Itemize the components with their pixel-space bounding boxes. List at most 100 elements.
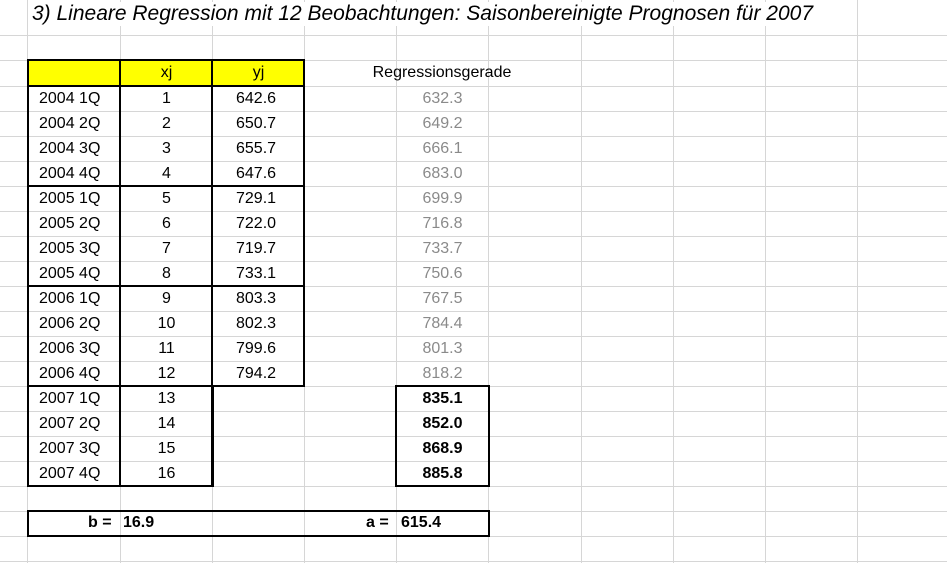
period-cell[interactable]: 2006 2Q	[39, 315, 101, 332]
forecast-value-cell[interactable]: 852.0	[422, 415, 463, 432]
gridline	[0, 336, 947, 337]
gridline	[0, 561, 947, 562]
gridline	[0, 161, 947, 162]
yj-cell[interactable]: 647.6	[236, 165, 277, 182]
period-cell[interactable]: 2004 4Q	[39, 165, 101, 182]
forecast-period-cell[interactable]: 2007 4Q	[39, 465, 101, 482]
gridline	[0, 261, 947, 262]
yj-cell[interactable]: 650.7	[236, 115, 277, 132]
xj-cell[interactable]: 8	[162, 265, 171, 282]
yj-cell[interactable]: 802.3	[236, 315, 277, 332]
gridline	[396, 0, 397, 563]
year-border	[27, 285, 305, 287]
regression-cell[interactable]: 683.0	[422, 165, 463, 182]
yj-cell[interactable]: 655.7	[236, 140, 277, 157]
period-cell[interactable]: 2005 2Q	[39, 215, 101, 232]
header-cell-period[interactable]	[28, 61, 120, 86]
forecast-xj-cell[interactable]: 16	[157, 465, 176, 482]
year-border	[27, 185, 305, 187]
regression-cell[interactable]: 750.6	[422, 265, 463, 282]
forecast-value-cell[interactable]: 868.9	[422, 440, 463, 457]
period-cell[interactable]: 2004 1Q	[39, 90, 101, 107]
sheet-title: 3) Lineare Regression mit 12 Beobachtung…	[32, 2, 818, 26]
xj-cell[interactable]: 9	[162, 290, 171, 307]
gridline	[0, 60, 947, 61]
gridline	[0, 35, 947, 36]
gridline	[673, 0, 674, 563]
gridline	[0, 411, 947, 412]
gridline	[857, 0, 858, 563]
gridline	[0, 211, 947, 212]
gridline	[0, 486, 947, 487]
period-cell[interactable]: 2005 4Q	[39, 265, 101, 282]
xj-cell[interactable]: 5	[162, 190, 171, 207]
period-cell[interactable]: 2004 3Q	[39, 140, 101, 157]
gridline	[0, 536, 947, 537]
b-value[interactable]: 16.9	[123, 514, 155, 531]
forecast-xj-cell[interactable]: 13	[157, 390, 176, 407]
forecast-value-cell[interactable]: 885.8	[422, 465, 463, 482]
xj-cell[interactable]: 7	[162, 240, 171, 257]
xj-cell[interactable]: 3	[162, 140, 171, 157]
xj-cell[interactable]: 12	[157, 365, 176, 382]
gridline	[0, 286, 947, 287]
period-cell[interactable]: 2006 1Q	[39, 290, 101, 307]
xj-cell[interactable]: 1	[162, 90, 171, 107]
yj-cell[interactable]: 733.1	[236, 265, 277, 282]
gridline	[0, 236, 947, 237]
regression-cell[interactable]: 632.3	[422, 90, 463, 107]
xj-cell[interactable]: 10	[157, 315, 176, 332]
header-border	[27, 85, 305, 87]
yj-cell[interactable]: 729.1	[236, 190, 277, 207]
period-cell[interactable]: 2005 1Q	[39, 190, 101, 207]
regression-cell[interactable]: 767.5	[422, 290, 463, 307]
regression-cell[interactable]: 716.8	[422, 215, 463, 232]
header-cell-regression-line[interactable]: Regressionsgerade	[372, 64, 512, 81]
forecast-period-cell[interactable]: 2007 1Q	[39, 390, 101, 407]
period-cell[interactable]: 2005 3Q	[39, 240, 101, 257]
period-cell[interactable]: 2004 2Q	[39, 115, 101, 132]
gridline	[581, 0, 582, 563]
gridline	[0, 86, 947, 87]
gridline	[488, 0, 489, 563]
regression-cell[interactable]: 784.4	[422, 315, 463, 332]
yj-cell[interactable]: 642.6	[236, 90, 277, 107]
gridline	[765, 0, 766, 563]
forecast-value-cell[interactable]: 835.1	[422, 390, 463, 407]
a-label: a =	[366, 514, 389, 531]
gridline	[0, 111, 947, 112]
xj-cell[interactable]: 6	[162, 215, 171, 232]
regression-cell[interactable]: 818.2	[422, 365, 463, 382]
forecast-xj-cell[interactable]: 15	[157, 440, 176, 457]
gridline	[0, 436, 947, 437]
regression-cell[interactable]: 699.9	[422, 190, 463, 207]
gridline	[0, 361, 947, 362]
period-cell[interactable]: 2006 4Q	[39, 365, 101, 382]
regression-cell[interactable]: 649.2	[422, 115, 463, 132]
forecast-period-cell[interactable]: 2007 3Q	[39, 440, 101, 457]
regression-cell[interactable]: 666.1	[422, 140, 463, 157]
xj-cell[interactable]: 4	[162, 165, 171, 182]
a-value[interactable]: 615.4	[401, 514, 442, 531]
yj-cell[interactable]: 794.2	[236, 365, 277, 382]
xj-cell[interactable]: 11	[158, 340, 175, 357]
yj-cell[interactable]: 799.6	[236, 340, 277, 357]
yj-cell[interactable]: 803.3	[236, 290, 277, 307]
gridline	[0, 461, 947, 462]
column-border	[211, 59, 213, 486]
gridline	[0, 136, 947, 137]
b-label: b =	[88, 514, 112, 531]
gridline	[0, 186, 947, 187]
forecast-period-cell[interactable]: 2007 2Q	[39, 415, 101, 432]
regression-cell[interactable]: 733.7	[422, 240, 463, 257]
header-cell-xj[interactable]: xj	[121, 61, 212, 86]
xj-cell[interactable]: 2	[162, 115, 171, 132]
yj-cell[interactable]: 719.7	[236, 240, 277, 257]
column-border	[119, 59, 121, 486]
header-cell-yj[interactable]: yj	[213, 61, 304, 86]
yj-cell[interactable]: 722.0	[236, 215, 277, 232]
period-cell[interactable]: 2006 3Q	[39, 340, 101, 357]
gridline	[0, 311, 947, 312]
regression-cell[interactable]: 801.3	[422, 340, 463, 357]
forecast-xj-cell[interactable]: 14	[157, 415, 176, 432]
